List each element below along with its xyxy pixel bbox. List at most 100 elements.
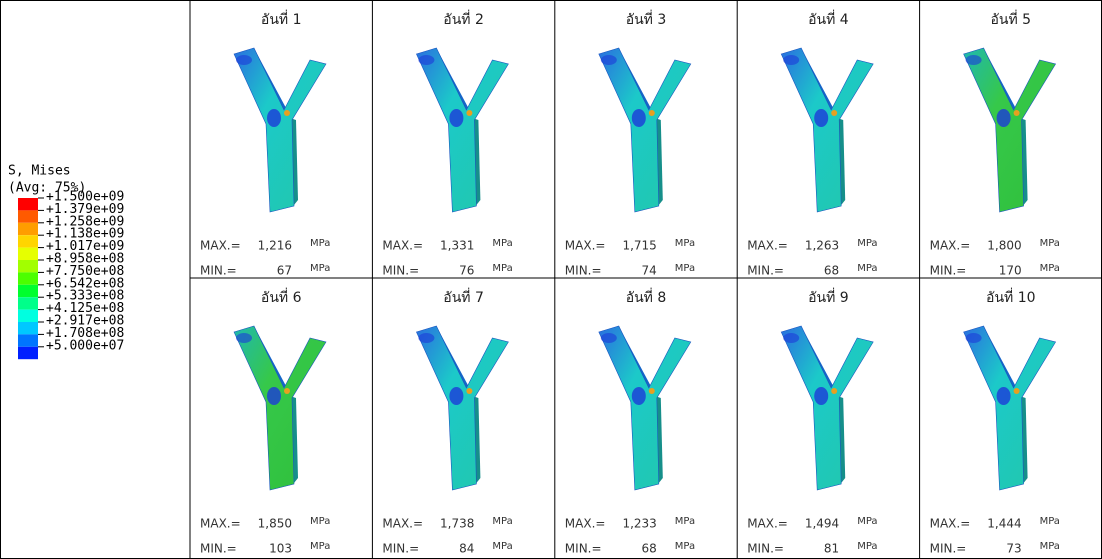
legend-swatch bbox=[18, 334, 38, 347]
cell: อันที่ 2 MAX.= 1,331 MPa MIN.= 76 MPa bbox=[382, 10, 512, 278]
stress-spot bbox=[831, 110, 838, 116]
legend-label: +5.000e+07 bbox=[46, 338, 124, 353]
stress-spot bbox=[783, 333, 800, 343]
cell-title: อันที่ 8 bbox=[626, 288, 667, 306]
legend-swatch bbox=[18, 198, 38, 211]
stress-spot bbox=[783, 55, 800, 65]
value: 74 bbox=[642, 264, 657, 278]
unit: MPa bbox=[675, 541, 695, 552]
stress-spot bbox=[600, 55, 617, 65]
y-part bbox=[780, 325, 874, 491]
value: 170 bbox=[999, 264, 1022, 278]
stress-spot bbox=[831, 388, 838, 394]
cell: อันที่ 1 MAX.= 1,216 MPa MIN.= 67 MPa bbox=[200, 10, 330, 278]
legend-label: +6.542e+08 bbox=[46, 276, 124, 291]
stress-spot bbox=[965, 333, 982, 343]
legend-label: +1.258e+09 bbox=[46, 214, 124, 229]
legend-swatch bbox=[18, 346, 38, 360]
value: 1,800 bbox=[987, 239, 1021, 253]
legend-swatch bbox=[18, 309, 38, 322]
cell-title: อันที่ 10 bbox=[986, 288, 1035, 306]
value-label: MIN.= bbox=[930, 542, 967, 556]
cell: อันที่ 9 MAX.= 1,494 MPa MIN.= 81 MPa bbox=[747, 288, 877, 556]
legend-swatch bbox=[18, 322, 38, 335]
cell-title: อันที่ 5 bbox=[991, 10, 1032, 28]
value-label: MIN.= bbox=[565, 542, 602, 556]
value: 1,216 bbox=[258, 239, 292, 253]
unit: MPa bbox=[310, 263, 330, 274]
cell-title: อันที่ 6 bbox=[261, 288, 302, 306]
value-label: MIN.= bbox=[747, 542, 784, 556]
stress-spot bbox=[449, 109, 464, 127]
unit: MPa bbox=[492, 238, 512, 249]
legend-label: +1.379e+09 bbox=[46, 202, 124, 217]
y-part bbox=[415, 47, 509, 213]
value: 67 bbox=[277, 264, 292, 278]
value-label: MAX.= bbox=[200, 239, 241, 253]
legend-swatch bbox=[18, 235, 38, 248]
legend-label: +5.333e+08 bbox=[46, 289, 124, 304]
value: 1,331 bbox=[440, 239, 474, 253]
legend-swatch bbox=[18, 210, 38, 223]
stress-spot bbox=[996, 109, 1011, 127]
stress-spot bbox=[267, 387, 281, 405]
stress-spot bbox=[814, 387, 829, 405]
legend-subtitle: (Avg: 75%) bbox=[8, 181, 86, 196]
value: 1,263 bbox=[805, 239, 839, 253]
cell: อันที่ 5 MAX.= 1,800 MPa MIN.= 170 MPa bbox=[930, 10, 1060, 278]
value-label: MAX.= bbox=[200, 517, 241, 531]
cell: อันที่ 3 MAX.= 1,715 MPa MIN.= 74 MPa bbox=[565, 10, 695, 278]
value: 84 bbox=[459, 542, 474, 556]
value-label: MAX.= bbox=[565, 239, 606, 253]
value: 68 bbox=[824, 264, 839, 278]
value-label: MIN.= bbox=[930, 264, 967, 278]
value-label: MIN.= bbox=[200, 542, 237, 556]
value-label: MIN.= bbox=[382, 264, 419, 278]
unit: MPa bbox=[492, 516, 512, 527]
unit: MPa bbox=[1040, 541, 1060, 552]
cell-title: อันที่ 1 bbox=[261, 10, 302, 28]
stress-spot bbox=[449, 387, 464, 405]
legend-swatch bbox=[18, 284, 38, 298]
y-part bbox=[233, 325, 327, 491]
legend-label: +1.708e+08 bbox=[46, 326, 124, 341]
y-part bbox=[780, 47, 874, 213]
legend-label: +1.500e+09 bbox=[46, 190, 124, 205]
value: 1,233 bbox=[622, 517, 656, 531]
unit: MPa bbox=[675, 516, 695, 527]
value: 1,494 bbox=[805, 517, 839, 531]
cell: อันที่ 6 MAX.= 1,850 MPa MIN.= 103 MPa bbox=[200, 288, 330, 556]
stress-spot bbox=[1013, 388, 1020, 394]
value: 1,715 bbox=[622, 239, 656, 253]
stress-spot bbox=[236, 333, 252, 343]
stress-spot bbox=[418, 55, 435, 65]
legend-label: +7.750e+08 bbox=[46, 264, 124, 279]
value-label: MAX.= bbox=[382, 239, 423, 253]
legend-swatch bbox=[18, 222, 38, 236]
value-label: MAX.= bbox=[930, 517, 971, 531]
y-part bbox=[598, 325, 692, 491]
legend-label: +1.017e+09 bbox=[46, 239, 124, 254]
value-label: MAX.= bbox=[747, 517, 788, 531]
legend-label: +8.958e+08 bbox=[46, 252, 124, 267]
value-label: MAX.= bbox=[930, 239, 971, 253]
stress-spot bbox=[236, 55, 252, 65]
legend-swatch bbox=[18, 297, 38, 310]
value-label: MAX.= bbox=[382, 517, 423, 531]
stress-spot bbox=[466, 110, 473, 116]
stress-spot bbox=[965, 55, 982, 65]
stress-spot bbox=[418, 333, 435, 343]
value-label: MIN.= bbox=[200, 264, 237, 278]
stress-spot bbox=[284, 110, 290, 116]
legend-label: +4.125e+08 bbox=[46, 301, 124, 316]
unit: MPa bbox=[1040, 516, 1060, 527]
y-part bbox=[415, 325, 509, 491]
unit: MPa bbox=[857, 516, 877, 527]
value: 1,444 bbox=[987, 517, 1021, 531]
stress-spot bbox=[648, 110, 655, 116]
cell: อันที่ 10 MAX.= 1,444 MPa MIN.= 73 MPa bbox=[930, 288, 1060, 556]
unit: MPa bbox=[857, 541, 877, 552]
stress-spot bbox=[814, 109, 829, 127]
